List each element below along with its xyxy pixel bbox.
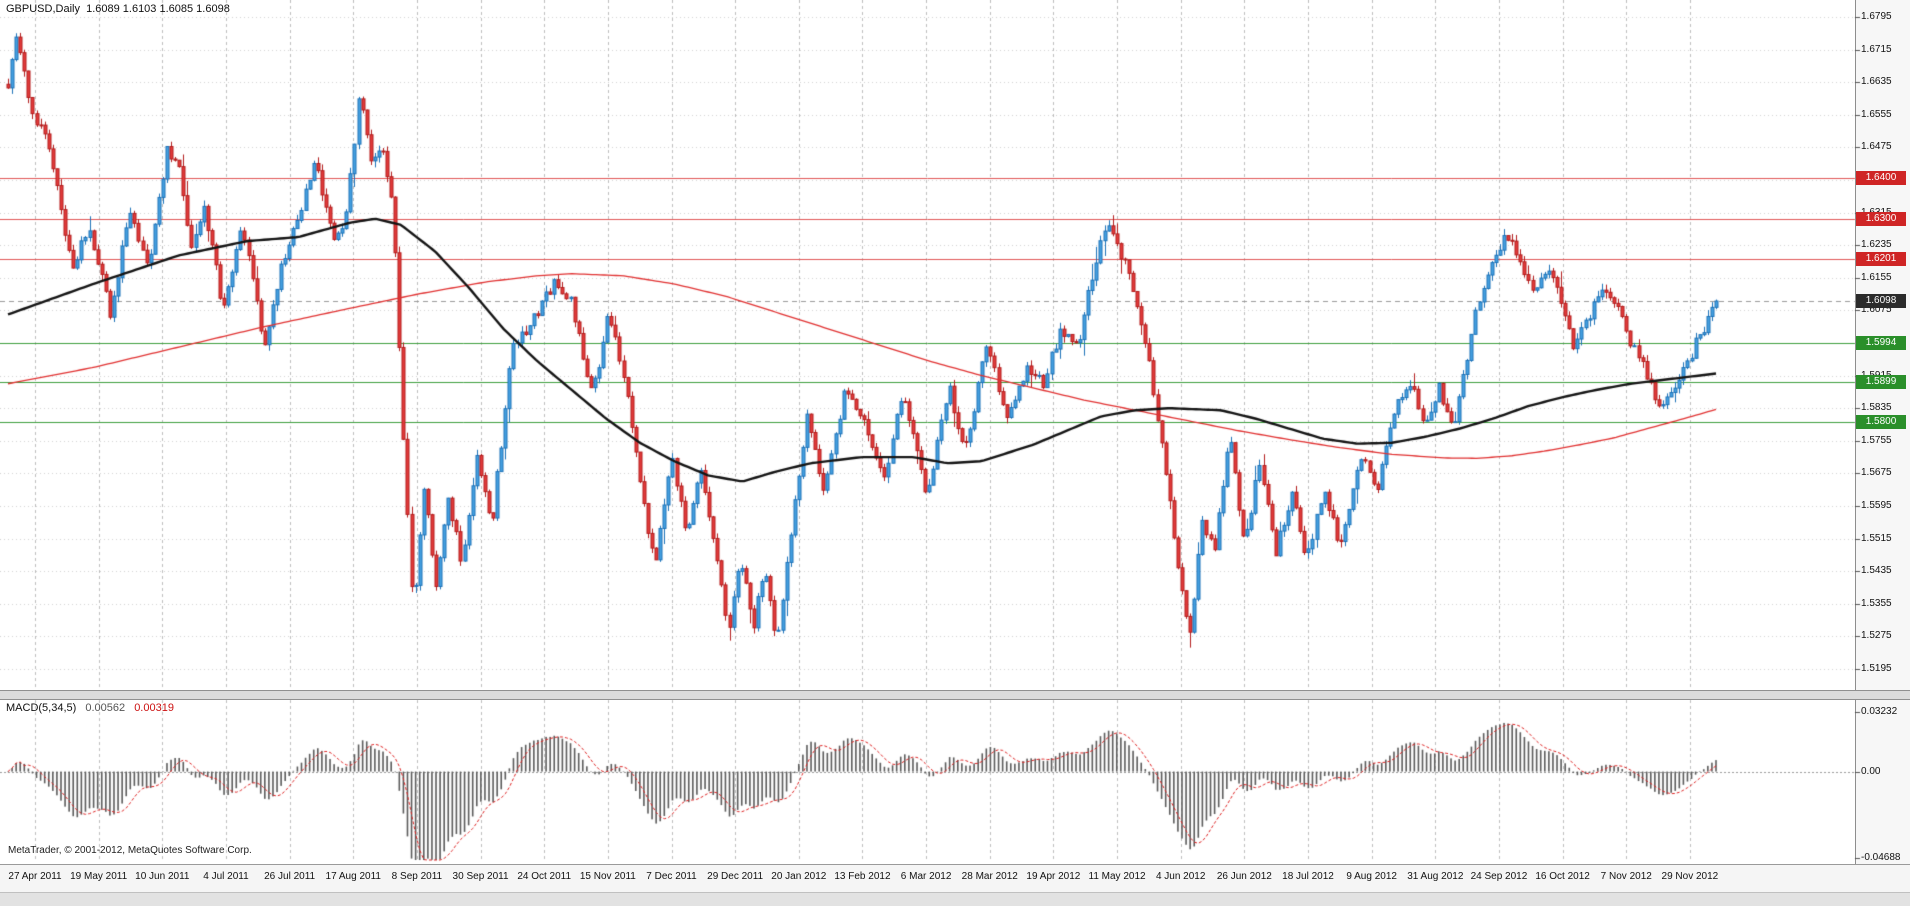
date-label: 4 Jul 2011 (203, 871, 249, 882)
date-label: 29 Dec 2011 (707, 871, 764, 882)
date-label: 26 Jun 2012 (1216, 871, 1272, 882)
price-tick-label: 1.5595 (1861, 500, 1892, 511)
price-tick-label: 1.5195 (1861, 663, 1892, 674)
date-label: 7 Nov 2012 (1600, 871, 1652, 882)
date-label: 13 Feb 2012 (834, 871, 891, 882)
level-price-label: 1.6400 (1856, 170, 1906, 185)
level-price-label: 1.5800 (1856, 415, 1906, 430)
date-label: 19 Apr 2012 (1026, 871, 1081, 882)
date-label: 31 Aug 2012 (1407, 871, 1464, 882)
date-label: 27 Apr 2011 (8, 871, 62, 882)
price-tick-label: 1.5915 (1861, 370, 1892, 382)
date-label: 28 Mar 2012 (961, 871, 1018, 882)
date-label: 24 Sep 2012 (1470, 871, 1528, 882)
price-tick-label: 1.5515 (1861, 532, 1892, 544)
price-tick-label: 1.6715 (1861, 43, 1892, 55)
price-tick-label: 1.5675 (1861, 467, 1892, 479)
date-label: 15 Nov 2011 (579, 871, 636, 882)
date-label: 10 Jun 2011 (135, 871, 190, 882)
macd-main-value: 0.00562 (85, 702, 126, 714)
date-label: 26 Jul 2011 (264, 871, 316, 882)
date-label: 19 May 2011 (70, 871, 128, 882)
date-label: 18 Jul 2012 (1282, 871, 1334, 882)
copyright-watermark: MetaTrader, © 2001-2012, MetaQuotes Soft… (8, 845, 252, 856)
date-label: 7 Dec 2011 (646, 871, 697, 882)
level-price-label: 1.5994 (1856, 336, 1906, 351)
date-label: 6 Mar 2012 (900, 871, 952, 882)
level-price-label: 1.5899 (1856, 375, 1906, 390)
level-price-label: 1.6300 (1856, 211, 1906, 226)
date-label: 4 Jun 2012 (1155, 871, 1206, 882)
level-price-label: 1.6201 (1856, 252, 1906, 267)
price-tick-label: 1.6795 (1861, 11, 1892, 22)
date-label: 29 Nov 2012 (1661, 871, 1719, 882)
price-tick-label: 1.6155 (1861, 271, 1892, 283)
macd-tick-label: -0.04688 (1861, 851, 1901, 863)
date-label: 17 Aug 2011 (325, 871, 381, 882)
time-axis[interactable]: 27 Apr 2011 19 May 2011 10 Jun 2011 4 Jul 2… (0, 864, 1910, 892)
price-tick-label: 1.6475 (1861, 141, 1892, 153)
price-tick-label: 1.5435 (1861, 565, 1892, 577)
date-label: 8 Sep 2011 (391, 871, 443, 882)
macd-tick-label: 0.00 (1861, 765, 1881, 777)
price-tick-label: 1.6235 (1861, 239, 1892, 251)
date-label: 30 Sep 2011 (452, 871, 509, 882)
date-label: 20 Jan 2012 (771, 871, 827, 882)
price-tick-label: 1.6555 (1861, 108, 1892, 120)
price-tick-label: 1.5835 (1861, 402, 1892, 414)
price-tick-label: 1.5275 (1861, 630, 1892, 642)
horizontal-scrollbar[interactable] (0, 892, 1910, 906)
symbol-ohlc-line: GBPUSD,Daily 1.6089 1.6103 1.6085 1.6098 (6, 3, 230, 15)
price-tick-label: 1.5755 (1861, 434, 1892, 446)
macd-signal-value: 0.00319 (134, 702, 174, 714)
macd-tick-label: 0.03232 (1861, 706, 1898, 717)
price-tick-label: 1.6075 (1861, 304, 1892, 316)
pane-splitter[interactable] (0, 690, 1910, 700)
price-tick-label: 1.5355 (1861, 597, 1892, 609)
date-label: 16 Oct 2012 (1535, 871, 1590, 882)
macd-name: MACD(5,34,5) (6, 702, 77, 714)
macd-indicator-label: MACD(5,34,5) 0.00562 0.00319 (6, 702, 174, 714)
date-label: 11 May 2012 (1088, 871, 1146, 882)
current-price-label: 1.6098 (1856, 294, 1906, 309)
price-tick-label: 1.6635 (1861, 76, 1892, 88)
date-label: 24 Oct 2011 (517, 871, 572, 882)
date-label: 9 Aug 2012 (1346, 871, 1397, 882)
